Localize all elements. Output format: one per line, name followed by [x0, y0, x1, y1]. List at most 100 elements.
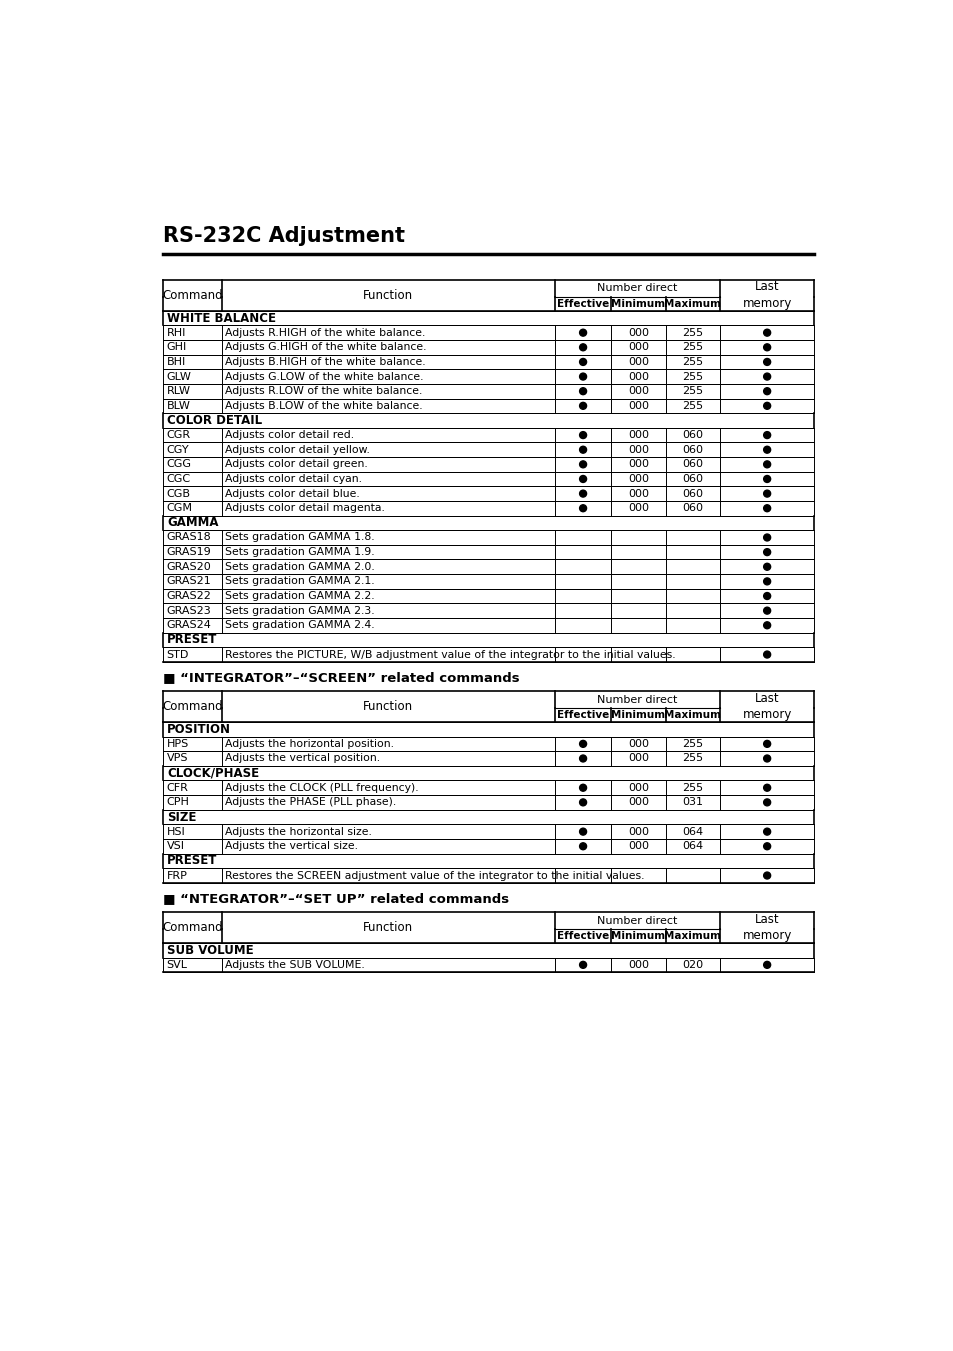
Text: GRAS21: GRAS21: [167, 577, 211, 586]
Circle shape: [762, 962, 770, 969]
Text: Sets gradation GAMMA 1.9.: Sets gradation GAMMA 1.9.: [224, 547, 374, 557]
Text: memory: memory: [741, 708, 791, 721]
Text: Sets gradation GAMMA 2.4.: Sets gradation GAMMA 2.4.: [224, 620, 374, 631]
Text: 000: 000: [627, 489, 648, 499]
Text: 255: 255: [681, 357, 702, 367]
Circle shape: [579, 785, 586, 792]
Text: POSITION: POSITION: [167, 723, 231, 736]
Text: Adjusts B.LOW of the white balance.: Adjusts B.LOW of the white balance.: [224, 401, 422, 411]
Text: 000: 000: [627, 357, 648, 367]
Circle shape: [762, 373, 770, 380]
Text: Last: Last: [754, 692, 779, 704]
Text: Sets gradation GAMMA 2.0.: Sets gradation GAMMA 2.0.: [224, 562, 374, 571]
Text: 064: 064: [681, 842, 702, 851]
Text: Effective: Effective: [557, 711, 609, 720]
Circle shape: [579, 330, 586, 336]
Circle shape: [579, 798, 586, 805]
Text: Adjusts B.HIGH of the white balance.: Adjusts B.HIGH of the white balance.: [224, 357, 425, 367]
Circle shape: [762, 607, 770, 615]
Text: PRESET: PRESET: [167, 854, 217, 867]
Text: BLW: BLW: [167, 401, 191, 411]
Circle shape: [762, 330, 770, 336]
Circle shape: [762, 740, 770, 747]
Circle shape: [579, 461, 586, 467]
Text: Adjusts the horizontal size.: Adjusts the horizontal size.: [224, 827, 371, 836]
Text: 060: 060: [681, 503, 702, 513]
Text: Adjusts color detail cyan.: Adjusts color detail cyan.: [224, 474, 361, 484]
Text: RS-232C Adjustment: RS-232C Adjustment: [163, 226, 405, 246]
Text: GRAS19: GRAS19: [167, 547, 211, 557]
Text: VPS: VPS: [167, 754, 188, 763]
Text: GLW: GLW: [167, 372, 192, 381]
Text: HSI: HSI: [167, 827, 185, 836]
Text: memory: memory: [741, 929, 791, 943]
Text: Sets gradation GAMMA 2.3.: Sets gradation GAMMA 2.3.: [224, 605, 374, 616]
Text: 020: 020: [681, 959, 702, 970]
Circle shape: [579, 388, 586, 394]
Text: FRP: FRP: [167, 870, 187, 881]
Text: CGY: CGY: [167, 444, 189, 455]
Text: Adjusts the vertical size.: Adjusts the vertical size.: [224, 842, 357, 851]
Text: Command: Command: [162, 289, 223, 301]
Text: Sets gradation GAMMA 2.1.: Sets gradation GAMMA 2.1.: [224, 577, 374, 586]
Text: Restores the PICTURE, W/B adjustment value of the integrator to the initial valu: Restores the PICTURE, W/B adjustment val…: [224, 650, 675, 659]
Text: 000: 000: [627, 797, 648, 808]
Circle shape: [579, 505, 586, 512]
Text: 000: 000: [627, 474, 648, 484]
Text: RLW: RLW: [167, 386, 191, 396]
Text: GRAS22: GRAS22: [167, 590, 212, 601]
Text: SUB VOLUME: SUB VOLUME: [167, 944, 253, 957]
Text: Number direct: Number direct: [597, 916, 677, 925]
Text: 060: 060: [681, 459, 702, 469]
Text: 000: 000: [627, 372, 648, 381]
Text: GHI: GHI: [167, 342, 187, 353]
Circle shape: [762, 755, 770, 762]
Text: Sets gradation GAMMA 1.8.: Sets gradation GAMMA 1.8.: [224, 532, 374, 543]
Text: Command: Command: [162, 921, 223, 934]
Text: Effective: Effective: [557, 299, 609, 309]
Text: GRAS20: GRAS20: [167, 562, 211, 571]
Text: BHI: BHI: [167, 357, 186, 367]
Text: 000: 000: [627, 430, 648, 440]
Circle shape: [762, 843, 770, 850]
Text: GAMMA: GAMMA: [167, 516, 218, 530]
Text: 000: 000: [627, 328, 648, 338]
Text: 000: 000: [627, 842, 648, 851]
Text: Adjusts the SUB VOLUME.: Adjusts the SUB VOLUME.: [224, 959, 364, 970]
Text: GRAS23: GRAS23: [167, 605, 211, 616]
Text: 000: 000: [627, 386, 648, 396]
Circle shape: [579, 403, 586, 409]
Text: SVL: SVL: [167, 959, 188, 970]
Text: Adjusts color detail yellow.: Adjusts color detail yellow.: [224, 444, 369, 455]
Text: 255: 255: [681, 372, 702, 381]
Text: Minimum: Minimum: [611, 299, 665, 309]
Text: 000: 000: [627, 401, 648, 411]
Text: CPH: CPH: [167, 797, 190, 808]
Text: 031: 031: [681, 797, 702, 808]
Text: Adjusts color detail green.: Adjusts color detail green.: [224, 459, 367, 469]
Text: Function: Function: [363, 921, 413, 934]
Text: Number direct: Number direct: [597, 284, 677, 293]
Circle shape: [762, 785, 770, 792]
Text: Minimum: Minimum: [611, 711, 665, 720]
Text: Minimum: Minimum: [611, 931, 665, 940]
Text: 000: 000: [627, 459, 648, 469]
Text: 060: 060: [681, 489, 702, 499]
Text: 000: 000: [627, 503, 648, 513]
Text: Sets gradation GAMMA 2.2.: Sets gradation GAMMA 2.2.: [224, 590, 374, 601]
Circle shape: [579, 828, 586, 835]
Circle shape: [762, 476, 770, 482]
Text: SIZE: SIZE: [167, 811, 196, 824]
Text: Adjusts G.HIGH of the white balance.: Adjusts G.HIGH of the white balance.: [224, 342, 426, 353]
Circle shape: [762, 358, 770, 365]
Text: ■ “NTEGRATOR”–“SET UP” related commands: ■ “NTEGRATOR”–“SET UP” related commands: [163, 892, 509, 905]
Text: Effective: Effective: [557, 931, 609, 940]
Text: STD: STD: [167, 650, 189, 659]
Text: Last: Last: [754, 281, 779, 293]
Circle shape: [579, 345, 586, 351]
Circle shape: [762, 505, 770, 512]
Text: CGR: CGR: [167, 430, 191, 440]
Circle shape: [762, 828, 770, 835]
Circle shape: [762, 403, 770, 409]
Text: CGB: CGB: [167, 489, 191, 499]
